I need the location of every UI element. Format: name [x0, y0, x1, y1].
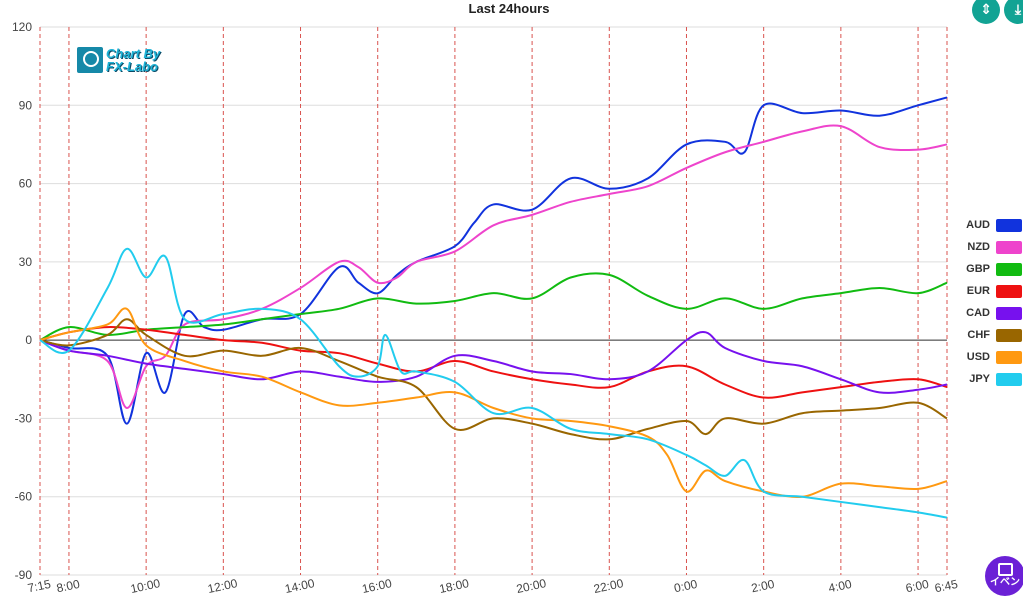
event-button-label: イベン	[990, 577, 1020, 588]
calendar-icon	[997, 563, 1013, 576]
series-line-aud	[39, 96, 948, 425]
x-tick-label: 6:00	[904, 577, 930, 596]
y-tick-label: 60	[19, 177, 33, 191]
x-axis-labels: 7:15 8:00 10:00 12:00 14:00 16:00 18:00 20:00 22…	[26, 576, 959, 596]
y-tick-label: -90	[15, 568, 33, 582]
legend-item-usd[interactable]: USD	[956, 346, 1022, 368]
x-tick-label: 10:00	[129, 576, 162, 596]
x-tick-label: 4:00	[827, 577, 853, 596]
legend-label: JPY	[969, 373, 990, 385]
y-tick-label: 120	[12, 20, 32, 34]
vertical-gridlines	[39, 27, 948, 575]
series-lines	[39, 96, 948, 519]
x-tick-label: 8:00	[55, 577, 81, 596]
legend-swatch	[996, 372, 1022, 386]
legend: AUD NZD GBP EUR CAD CHF USD JPY	[956, 214, 1022, 390]
legend-swatch	[996, 218, 1022, 232]
legend-item-jpy[interactable]: JPY	[956, 368, 1022, 390]
legend-item-aud[interactable]: AUD	[956, 214, 1022, 236]
legend-item-nzd[interactable]: NZD	[956, 236, 1022, 258]
collapse-icon[interactable]: ⇕	[972, 0, 1000, 24]
legend-label: NZD	[967, 241, 990, 253]
legend-swatch	[996, 240, 1022, 254]
legend-label: CHF	[967, 329, 990, 341]
series-line-jpy	[39, 247, 948, 519]
y-tick-label: 0	[25, 333, 32, 347]
legend-item-cad[interactable]: CAD	[956, 302, 1022, 324]
legend-swatch	[996, 262, 1022, 276]
logo: Chart By FX-Labo	[77, 47, 160, 73]
logo-text: Chart By FX-Labo	[106, 47, 160, 73]
y-axis-labels: 120 90 60 30 0 -30 -60 -90	[12, 20, 32, 582]
x-tick-label: 2:00	[750, 577, 776, 596]
y-tick-label: 30	[19, 255, 33, 269]
legend-label: AUD	[966, 219, 990, 231]
y-tick-label: -60	[15, 490, 33, 504]
series-line-chf	[39, 318, 948, 441]
legend-swatch	[996, 284, 1022, 298]
chart-title: Last 24hours	[468, 1, 550, 16]
legend-item-eur[interactable]: EUR	[956, 280, 1022, 302]
x-tick-label: 0:00	[673, 577, 699, 596]
event-button[interactable]: イベン	[985, 556, 1023, 596]
legend-label: CAD	[966, 307, 990, 319]
legend-label: GBP	[966, 263, 990, 275]
legend-label: USD	[966, 351, 990, 363]
x-tick-label: 16:00	[361, 576, 394, 596]
series-line-gbp	[39, 272, 948, 342]
legend-swatch	[996, 306, 1022, 320]
series-line-cad	[39, 331, 948, 394]
logo-line-2: FX-Labo	[106, 59, 158, 74]
x-tick-label: 18:00	[438, 576, 471, 596]
x-tick-label: 14:00	[284, 576, 317, 596]
series-line-eur	[39, 326, 948, 399]
chart-logo-icon	[77, 47, 103, 73]
y-tick-label: 90	[19, 98, 33, 112]
x-tick-label: 6:45	[933, 577, 959, 596]
legend-swatch	[996, 328, 1022, 342]
legend-swatch	[996, 350, 1022, 364]
x-tick-label: 12:00	[206, 576, 239, 596]
x-tick-label: 7:15	[26, 577, 52, 596]
y-tick-label: -30	[15, 411, 33, 425]
x-tick-label: 20:00	[515, 576, 548, 596]
legend-label: EUR	[966, 285, 990, 297]
legend-item-chf[interactable]: CHF	[956, 324, 1022, 346]
logo-line-1: Chart By	[106, 46, 161, 61]
legend-item-gbp[interactable]: GBP	[956, 258, 1022, 280]
x-tick-label: 22:00	[592, 576, 625, 596]
series-line-nzd	[39, 124, 948, 409]
download-icon[interactable]: ⤓	[1004, 0, 1023, 24]
